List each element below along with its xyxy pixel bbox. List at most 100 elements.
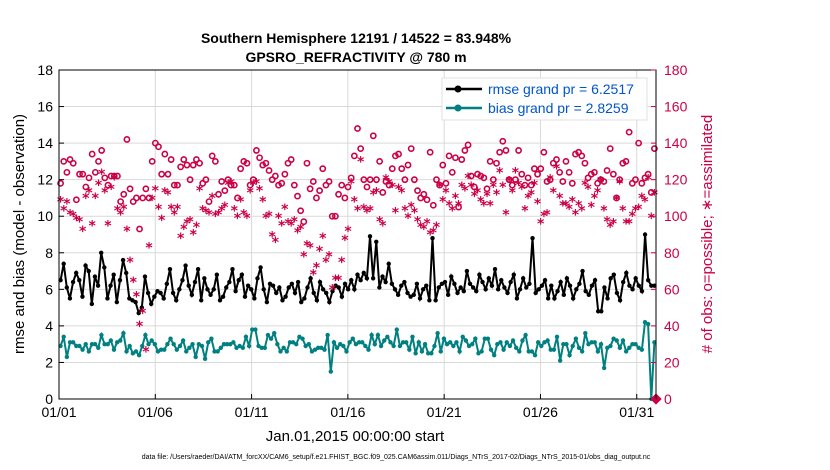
- bias-point: [96, 345, 101, 351]
- obs-assimilated-point: *: [142, 344, 150, 360]
- rmse-point: [98, 250, 104, 255]
- y-right-tick-label: 140: [664, 135, 688, 151]
- bias-point: [400, 340, 406, 345]
- obs-assimilated-point: *: [149, 193, 157, 209]
- obs-assimilated-point: *: [493, 187, 501, 203]
- obs-possible-point: [325, 178, 333, 185]
- obs-assimilated-point: *: [136, 319, 144, 335]
- obs-possible-point: [508, 181, 516, 189]
- rmse-point: [89, 301, 95, 307]
- y-right-tick-label: 0: [664, 391, 672, 407]
- legend-box: [441, 77, 648, 121]
- obs-possible-point: [578, 152, 586, 160]
- rmse-point: [577, 281, 582, 287]
- obs-assimilated-point: *: [370, 187, 378, 203]
- obs-possible-point: [278, 179, 286, 187]
- y-left-tick-label: 14: [37, 135, 53, 151]
- bias-point: [457, 349, 462, 354]
- obs-possible-point: [164, 170, 172, 178]
- rmse-point: [145, 290, 151, 296]
- obs-assimilated-point: *: [477, 195, 485, 211]
- obs-possible-point: [518, 170, 526, 178]
- bias-point: [240, 345, 246, 351]
- bias-point: [174, 347, 180, 352]
- obs-possible-point: [69, 159, 77, 167]
- rmse-point: [158, 290, 163, 296]
- rmse-point: [492, 267, 498, 272]
- rmse-point: [314, 298, 320, 303]
- y-axis-label-right: # of obs: o=possible; ∗=assimilated: [699, 115, 716, 354]
- obs-possible-point: [221, 187, 229, 195]
- rmse-point: [102, 265, 107, 270]
- rmse-point: [355, 272, 360, 277]
- obs-possible-point: [467, 172, 475, 180]
- rmse-point: [177, 287, 182, 292]
- rmse-point: [614, 290, 620, 296]
- obs-assimilated-point: *: [281, 202, 289, 218]
- rmse-point: [405, 290, 410, 296]
- legend-rmse-marker: [454, 85, 462, 93]
- obs-assimilated-point: *: [588, 200, 596, 216]
- rmse-point: [645, 277, 651, 283]
- bias-point: [617, 345, 623, 351]
- bias-point: [479, 349, 484, 354]
- rmse-point: [433, 298, 438, 303]
- obs-assimilated-point: *: [186, 215, 194, 231]
- obs-assimilated-point: *: [288, 218, 296, 234]
- obs-assimilated-point: *: [550, 185, 558, 201]
- y-left-tick-label: 18: [37, 62, 53, 78]
- obs-possible-point: [300, 218, 308, 226]
- obs-assimilated-point: *: [171, 207, 179, 223]
- rmse-point: [386, 261, 391, 266]
- obs-assimilated-point: *: [167, 202, 175, 218]
- bias-point: [121, 331, 126, 336]
- obs-possible-point: [433, 176, 440, 184]
- obs-assimilated-point: *: [79, 224, 87, 240]
- obs-possible-point: [120, 190, 128, 198]
- bias-point: [523, 332, 528, 338]
- obs-assimilated-point: *: [98, 167, 106, 183]
- bias-point: [532, 352, 538, 358]
- obs-assimilated-point: *: [95, 178, 103, 194]
- rmse-point: [220, 294, 226, 299]
- bias-point: [86, 349, 92, 354]
- obs-assimilated-point: *: [430, 226, 438, 242]
- rmse-point: [586, 292, 591, 298]
- bias-point: [539, 343, 544, 349]
- rmse-point: [583, 288, 588, 294]
- obs-assimilated-point: *: [357, 154, 365, 170]
- bias-point: [224, 341, 230, 347]
- obs-assimilated-point: *: [190, 228, 198, 244]
- bias-point: [143, 332, 148, 338]
- obs-assimilated-point: *: [313, 260, 321, 276]
- bias-point: [212, 349, 217, 354]
- rmse-point: [561, 292, 566, 298]
- obs-assimilated-point: *: [556, 191, 564, 207]
- obs-possible-point: [606, 145, 614, 152]
- obs-assimilated-point: *: [234, 211, 242, 227]
- obs-possible-point: [647, 189, 655, 196]
- rmse-point: [430, 235, 435, 241]
- bias-point: [218, 345, 224, 351]
- obs-assimilated-point: *: [512, 165, 520, 181]
- bias-point: [592, 340, 597, 345]
- rmse-point: [445, 292, 451, 298]
- bias-point: [627, 345, 632, 351]
- rmse-point: [105, 296, 110, 301]
- y-right-tick-label: 20: [664, 354, 680, 370]
- rmse-point: [402, 279, 407, 285]
- y-left-tick-label: 0: [45, 391, 53, 407]
- obs-assimilated-point: *: [417, 220, 425, 236]
- bias-point: [429, 351, 434, 356]
- rmse-point: [292, 290, 298, 296]
- bias-point: [193, 354, 198, 360]
- rmse-point: [436, 285, 441, 290]
- obs-possible-point: [581, 159, 589, 167]
- obs-possible-point: [215, 190, 222, 198]
- obs-assimilated-point: *: [114, 204, 122, 220]
- obs-assimilated-point: *: [385, 176, 393, 192]
- obs-possible-point: [174, 181, 181, 189]
- rmse-point: [367, 234, 373, 239]
- rmse-point: [86, 268, 91, 274]
